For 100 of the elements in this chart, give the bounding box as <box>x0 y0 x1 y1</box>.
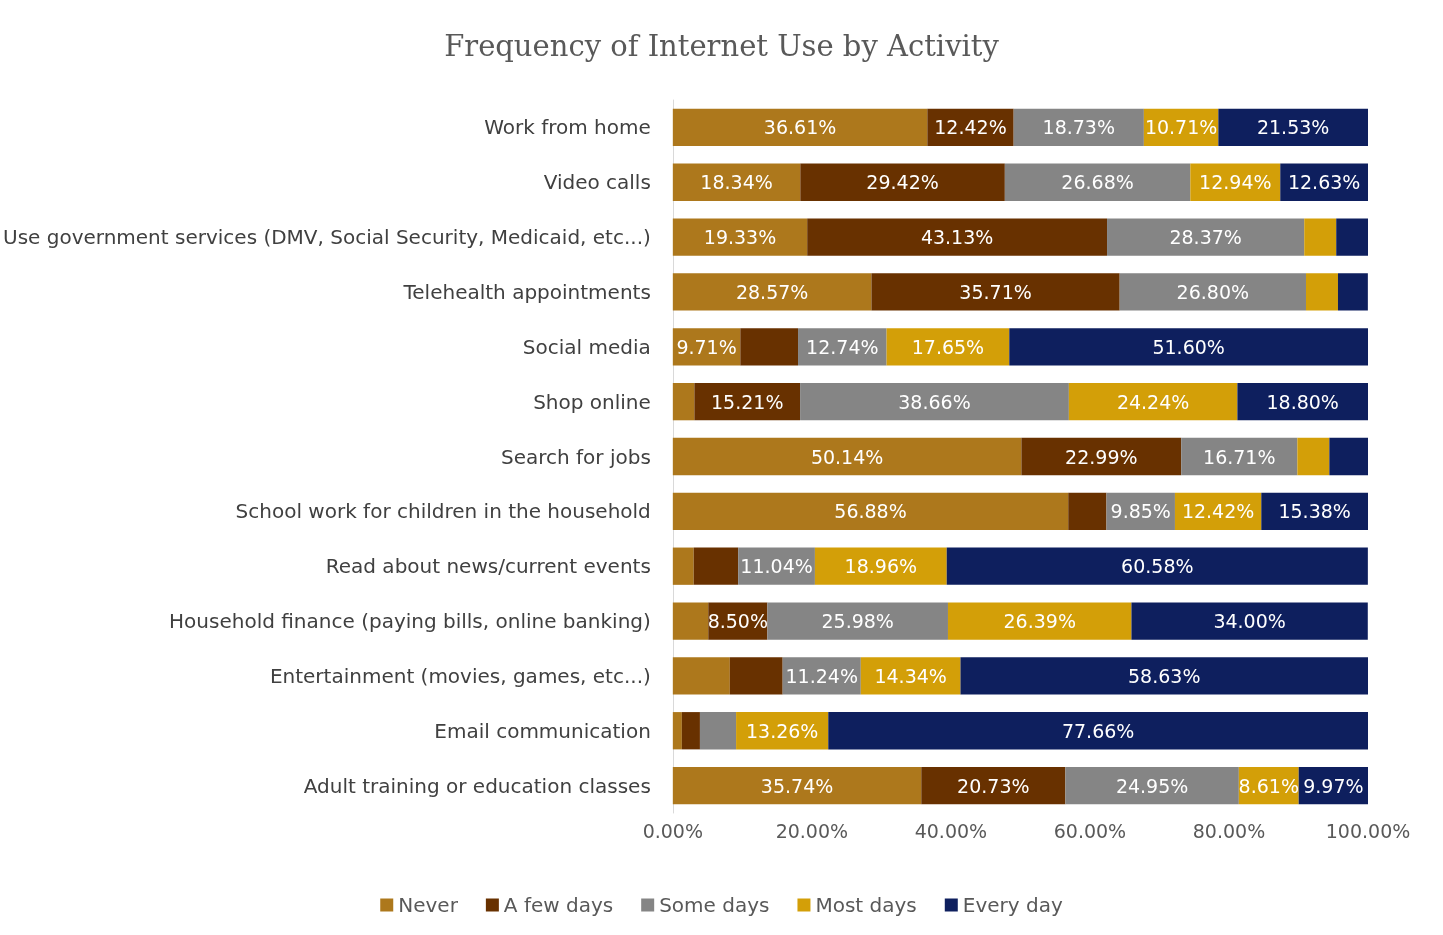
bar <box>1329 437 1368 476</box>
data-label: 43.13% <box>920 226 994 249</box>
y-tick-label: School work for children in the household <box>235 499 651 524</box>
bar <box>1013 108 1144 147</box>
bar <box>740 328 799 366</box>
data-label: 51.60% <box>1152 335 1225 358</box>
bar <box>800 383 1069 421</box>
data-label: 8.61% <box>1238 774 1299 797</box>
y-tick-label: Work from home <box>484 115 651 140</box>
x-tick-label: 20.00% <box>775 819 849 842</box>
data-label: 18.34% <box>700 171 773 194</box>
data-label: 12.42% <box>934 116 1007 139</box>
y-tick-label: Social media <box>522 334 651 359</box>
data-label: 13.26% <box>745 719 819 742</box>
data-label: 9.85% <box>1110 500 1171 523</box>
data-label: 16.71% <box>1203 445 1276 468</box>
legend-label: Every day <box>962 893 1063 917</box>
bar <box>1305 273 1338 311</box>
y-tick-label: Search for jobs <box>500 444 651 469</box>
bar <box>871 273 1120 311</box>
data-label: 9.97% <box>1303 774 1364 797</box>
data-label: 20.73% <box>957 774 1030 797</box>
data-label: 26.39% <box>1003 610 1076 633</box>
bar <box>1009 328 1368 366</box>
data-label: 26.68% <box>1061 171 1134 194</box>
data-label: 38.66% <box>898 390 971 413</box>
data-label: 36.61% <box>763 116 837 139</box>
bar <box>1131 602 1368 640</box>
bar <box>672 547 694 585</box>
bar <box>693 547 739 585</box>
y-tick-label: Household finance (paying bills, online banking) <box>169 609 651 634</box>
legend-label: Most days <box>815 893 917 917</box>
x-tick-label: 100.00% <box>1325 819 1411 842</box>
y-tick-label: Email communication <box>434 718 651 743</box>
bar <box>960 657 1368 695</box>
data-label: 28.37% <box>1169 226 1242 249</box>
bar <box>767 602 948 640</box>
bar <box>1218 108 1368 147</box>
bar <box>672 218 808 256</box>
data-label: 35.71% <box>959 280 1032 303</box>
bar <box>672 766 922 805</box>
y-tick-label: Use government services (DMV, Social Security, Medicaid, etc...) <box>2 225 651 250</box>
bar <box>946 547 1368 585</box>
data-label: 12.74% <box>806 335 879 358</box>
data-label: 34.00% <box>1213 610 1286 633</box>
data-label: 29.42% <box>866 171 939 194</box>
data-label: 12.94% <box>1199 171 1272 194</box>
bar <box>1297 437 1330 476</box>
bar <box>681 712 700 750</box>
bar <box>699 712 737 750</box>
bar <box>1119 273 1306 311</box>
y-tick-label: Adult training or education classes <box>303 773 651 798</box>
x-tick-label: 40.00% <box>914 819 988 842</box>
y-tick-label: Read about news/current events <box>325 554 651 579</box>
data-label: 22.99% <box>1065 445 1138 468</box>
data-label: 8.50% <box>707 610 768 633</box>
x-tick-label: 0.00% <box>642 819 703 842</box>
data-label: 15.38% <box>1278 500 1351 523</box>
data-label: 9.71% <box>676 335 737 358</box>
data-label: 18.96% <box>844 555 918 578</box>
data-label: 11.04% <box>740 555 813 578</box>
data-label: 24.95% <box>1115 774 1189 797</box>
data-label: 28.57% <box>735 280 809 303</box>
y-tick-label: Entertainment (movies, games, etc...) <box>269 663 651 688</box>
data-label: 35.74% <box>760 774 834 797</box>
bar <box>672 657 730 695</box>
data-label: 60.58% <box>1121 555 1194 578</box>
bar <box>947 602 1132 640</box>
bar <box>921 766 1066 805</box>
bar <box>828 712 1368 750</box>
legend-label: Some days <box>659 893 770 917</box>
data-label: 19.33% <box>703 226 777 249</box>
bar <box>807 218 1108 256</box>
data-label: 12.63% <box>1287 171 1361 194</box>
x-tick-label: 80.00% <box>1192 819 1266 842</box>
bar <box>1065 766 1239 805</box>
y-tick-label: Shop online <box>533 389 651 414</box>
bar <box>672 712 682 750</box>
data-label: 12.42% <box>1181 500 1255 523</box>
bar <box>672 602 709 640</box>
data-label: 15.21% <box>711 390 784 413</box>
data-label: 18.80% <box>1266 390 1339 413</box>
data-label: 14.34% <box>874 664 947 687</box>
data-label: 56.88% <box>834 500 907 523</box>
legend-label: Never <box>398 893 459 917</box>
data-label: 17.65% <box>911 335 985 358</box>
y-tick-label: Telehealth appointments <box>402 279 651 304</box>
data-label: 11.24% <box>785 664 858 687</box>
data-label: 21.53% <box>1256 116 1330 139</box>
bar <box>1304 218 1337 256</box>
bar <box>1021 437 1182 476</box>
bar <box>800 163 1005 201</box>
bar <box>1336 218 1368 256</box>
data-label: 10.71% <box>1144 116 1218 139</box>
x-tick-label: 60.00% <box>1053 819 1127 842</box>
data-label: 26.80% <box>1176 280 1250 303</box>
data-label: 77.66% <box>1061 719 1135 742</box>
bar <box>672 492 1069 530</box>
data-label: 18.73% <box>1042 116 1115 139</box>
data-label: 24.24% <box>1116 390 1190 413</box>
